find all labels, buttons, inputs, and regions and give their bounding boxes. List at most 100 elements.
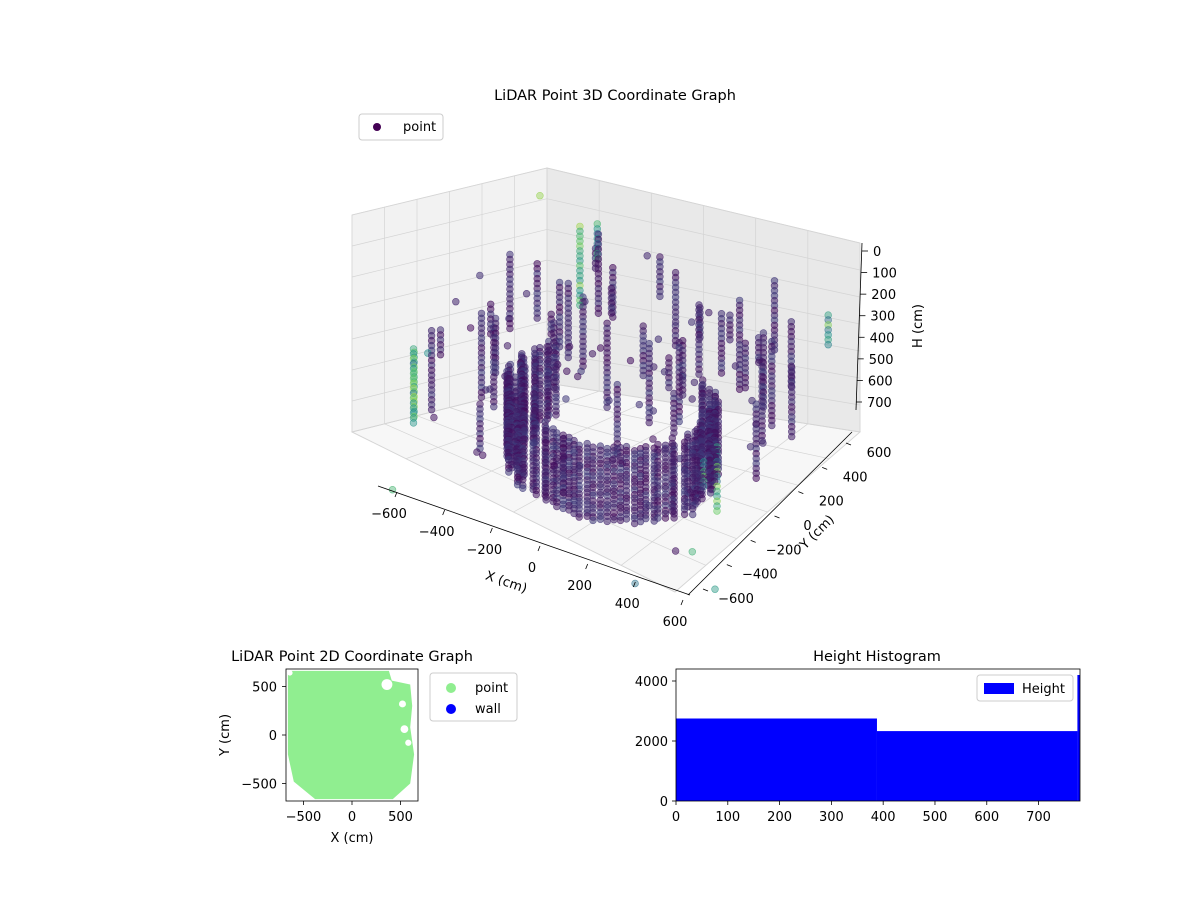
point-3d [594,309,603,317]
point-3d [603,517,611,526]
point-3d [576,262,584,270]
point-3d [553,502,561,511]
z-tick-label-3d: 500 [869,353,894,368]
point-3d [563,367,571,375]
legend-histogram-label: Height [1022,682,1065,697]
x-tick-3d [680,599,684,606]
point-3d [713,492,721,500]
y-tick-label-3d: 0 [803,519,811,534]
y-tick-label-2d: 500 [252,680,277,695]
point-3d [752,474,760,482]
point-3d [609,313,617,321]
x-axis-line-3d [377,485,691,596]
legend-histogram: Height [976,674,1074,702]
x-tick-label-3d: −400 [419,525,455,540]
z-tick-label-3d: 400 [870,331,895,346]
point-3d [656,292,664,301]
point-3d [452,298,460,306]
histogram-bar [1077,675,1080,801]
point-3d [717,369,726,377]
cloud-gap [398,700,406,708]
point-3d [680,510,689,518]
y-tick-3d [822,466,828,470]
y-ticks-2d: −500 0 500 [241,680,286,793]
legend-2d: point wall [429,672,518,722]
point-3d [759,439,767,447]
plot-2d: LiDAR Point 2D Coordinate Graph −500 0 500… [218,649,518,846]
point-3d [533,314,541,322]
point-3d [649,435,657,443]
point-3d [536,192,544,200]
z-tick-label-3d: 700 [867,396,892,411]
grid-line-3d [351,290,548,340]
grid-line-3d [546,321,861,379]
x-ticks-histogram: 0 100 200 300 400 500 600 700 [672,801,1051,825]
point-3d [490,403,498,411]
point-3d [576,232,584,240]
point-3d [427,406,436,414]
point-3d [522,290,531,298]
point-3d [650,517,658,525]
point-3d [645,418,653,427]
y-tick-3d [750,539,756,543]
x-tick-label-3d: 200 [567,579,592,594]
point-cloud-2d [287,670,415,800]
x-ticks-3d: −600 −400 −200 0 200 400 600 [371,491,687,630]
grid-line-3d [674,431,861,593]
x-tick-label-histogram: 200 [767,810,792,825]
y-tick-label-2d: 0 [269,729,277,744]
z-tick-label-3d: 0 [873,245,881,260]
z-axis-line-3d [855,242,863,411]
point-3d [626,356,635,365]
y-ticks-3d: −600 −400 −2000 200 400 600 [702,442,891,607]
y-tick-3d [726,564,732,568]
point-3d [787,432,796,441]
y-tick-3d [702,588,709,592]
x-label-2d: X (cm) [331,831,374,846]
point-3d [687,318,696,326]
point-cloud-2d-gaps [287,670,412,746]
point-3d [643,252,651,260]
z-label-3d: H (cm) [911,304,926,348]
legend-3d-marker-point [373,123,381,131]
y-tick-3d [774,515,780,519]
title-2d: LiDAR Point 2D Coordinate Graph [231,649,473,665]
point-3d [713,507,721,515]
point-3d [622,515,631,523]
point-3d [565,506,573,514]
histogram-bar [876,731,1078,801]
point-3d [576,276,584,285]
point-3d [542,496,550,504]
point-3d [603,403,611,411]
cloud-gap [287,670,293,676]
point-3d [639,371,647,380]
y-tick-label-3d: 200 [819,495,844,510]
y-tick-label-histogram: 4000 [635,675,668,690]
x-tick-label-2d: −500 [286,810,322,825]
y-tick-label-3d: −400 [742,568,778,583]
legend-3d-frame [358,113,444,141]
y-ticks-histogram: 0 2000 4000 [635,675,676,810]
point-3d [768,421,776,430]
point-3d [688,548,696,556]
point-3d [479,451,487,459]
x-tick-label-histogram: 0 [672,810,680,825]
cloud-gap [400,725,409,734]
grid-line-3d [351,321,548,371]
point-3d [562,395,570,403]
point-3d [430,413,438,422]
point-3d [670,514,678,522]
y-tick-label-3d: 400 [843,470,868,485]
legend-3d: point [358,113,444,141]
title-histogram: Height Histogram [813,649,941,665]
y-tick-label-3d: −200 [766,543,802,558]
point-3d [519,484,527,492]
y-label-2d: Y (cm) [218,714,233,757]
grid-line-3d [546,167,861,244]
z-tick-label-3d: 300 [870,310,895,325]
point-3d [577,367,585,375]
point-3d [688,510,697,519]
histogram-bars [676,675,1080,801]
point-3d [706,489,715,497]
